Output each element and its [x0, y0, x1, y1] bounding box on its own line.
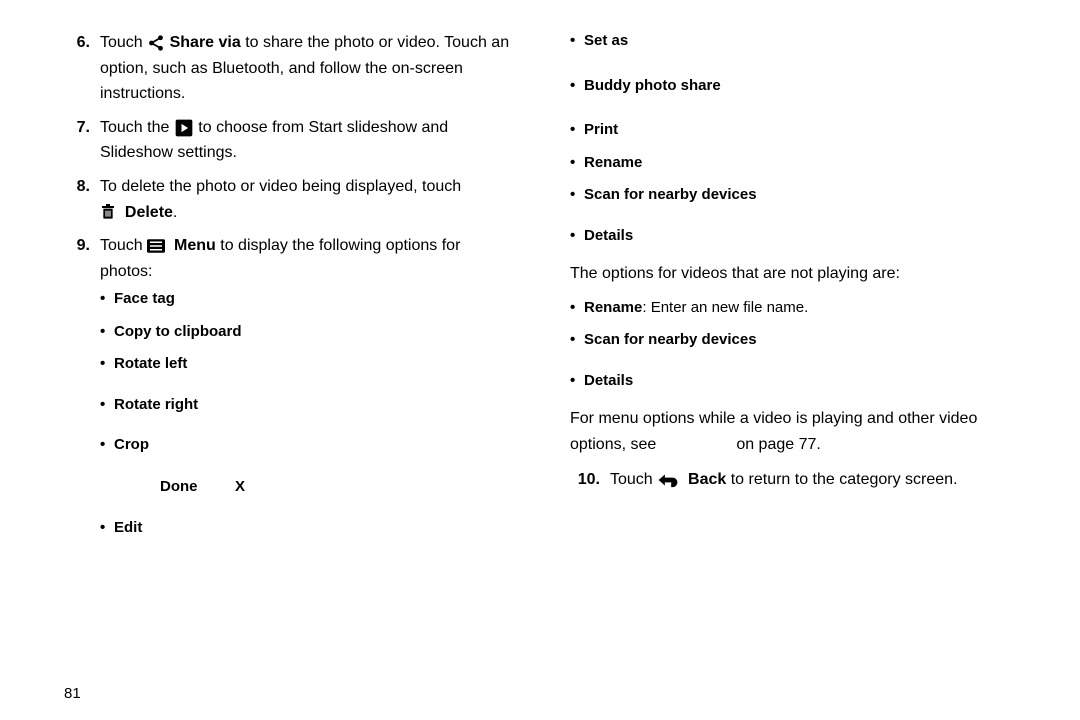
option-label: Rename — [584, 299, 642, 316]
bold-label: Menu — [174, 237, 216, 254]
done-label: Done — [160, 478, 198, 495]
photo-options: Crop — [100, 434, 510, 457]
photo-options: Face tag Copy to clipboard Rotate left — [100, 288, 510, 376]
step-10: 10. Touch Back to return to the category… — [570, 467, 1020, 493]
option-item: Scan for nearby devices — [570, 329, 1020, 352]
crop-buttons-row: Done X — [100, 475, 510, 499]
option-item: Rotate left — [100, 353, 510, 376]
share-icon — [147, 34, 165, 52]
option-item: Rename: Enter an new file name. — [570, 297, 1020, 320]
manual-page: 6. Touch Share via to share the photo or… — [0, 0, 1080, 720]
trash-icon — [100, 203, 116, 221]
step-6: 6. Touch Share via to share the photo or… — [60, 30, 510, 107]
option-item: Scan for nearby devices — [570, 184, 1020, 207]
bold-label: Back — [688, 471, 726, 488]
text: to return to the category screen. — [726, 471, 957, 488]
photo-options: Set as Buddy photo share — [570, 30, 1020, 97]
bold-label: Delete — [125, 204, 173, 221]
option-item: Copy to clipboard — [100, 321, 510, 344]
photo-options: Details — [570, 225, 1020, 248]
option-rest: : Enter an new file name. — [642, 299, 808, 316]
photo-options: Edit — [100, 517, 510, 540]
photo-options: Print Rename Scan for nearby devices — [570, 119, 1020, 207]
photo-options: Rotate right — [100, 394, 510, 417]
steps-list: 6. Touch Share via to share the photo or… — [60, 30, 510, 549]
option-item: Crop — [100, 434, 510, 457]
text: . — [173, 204, 177, 221]
step-body: Touch Share via to share the photo or vi… — [100, 30, 510, 107]
x-label: X — [235, 478, 245, 495]
step-number: 7. — [60, 115, 100, 141]
text: Touch the — [100, 119, 174, 136]
text: Touch — [100, 237, 147, 254]
right-column: Set as Buddy photo share Print Rename Sc… — [540, 30, 1040, 710]
video-para: For menu options while a video is playin… — [570, 406, 1020, 457]
video-options: Details — [570, 370, 1020, 393]
step-9: 9. Touch Menu to display the following o… — [60, 233, 510, 549]
play-box-icon — [174, 118, 194, 138]
page-number: 81 — [64, 685, 81, 702]
step-number: 9. — [60, 233, 100, 259]
text: on page 77. — [736, 436, 821, 453]
step-body: Touch Back to return to the category scr… — [610, 467, 1020, 493]
text: Touch — [610, 471, 657, 488]
step-number: 10. — [570, 467, 610, 493]
step-number: 8. — [60, 174, 100, 200]
bold-label: Share via — [170, 34, 241, 51]
step-7: 7. Touch the to choose from Start slides… — [60, 115, 510, 166]
step-body: To delete the photo or video being displ… — [100, 174, 510, 225]
option-item: Edit — [100, 517, 510, 540]
step-body: Touch the to choose from Start slideshow… — [100, 115, 510, 166]
video-intro: The options for videos that are not play… — [570, 261, 1020, 287]
menu-icon — [147, 239, 165, 253]
option-label: Scan for nearby devices — [584, 331, 757, 348]
back-icon — [657, 472, 679, 488]
text: To delete the photo or video being displ… — [100, 178, 461, 195]
step-8: 8. To delete the photo or video being di… — [60, 174, 510, 225]
step-body: Touch Menu to display the following opti… — [100, 233, 510, 549]
text: Touch — [100, 34, 147, 51]
video-options: Rename: Enter an new file name. Scan for… — [570, 297, 1020, 352]
option-item: Face tag — [100, 288, 510, 311]
step-number: 6. — [60, 30, 100, 56]
option-label: Details — [584, 372, 633, 389]
left-column: 6. Touch Share via to share the photo or… — [40, 30, 540, 710]
option-item: Details — [570, 370, 1020, 393]
option-item: Print — [570, 119, 1020, 142]
option-item: Rotate right — [100, 394, 510, 417]
option-item: Rename — [570, 152, 1020, 175]
option-item: Details — [570, 225, 1020, 248]
option-item: Set as — [570, 30, 1020, 53]
option-item: Buddy photo share — [570, 75, 1020, 98]
